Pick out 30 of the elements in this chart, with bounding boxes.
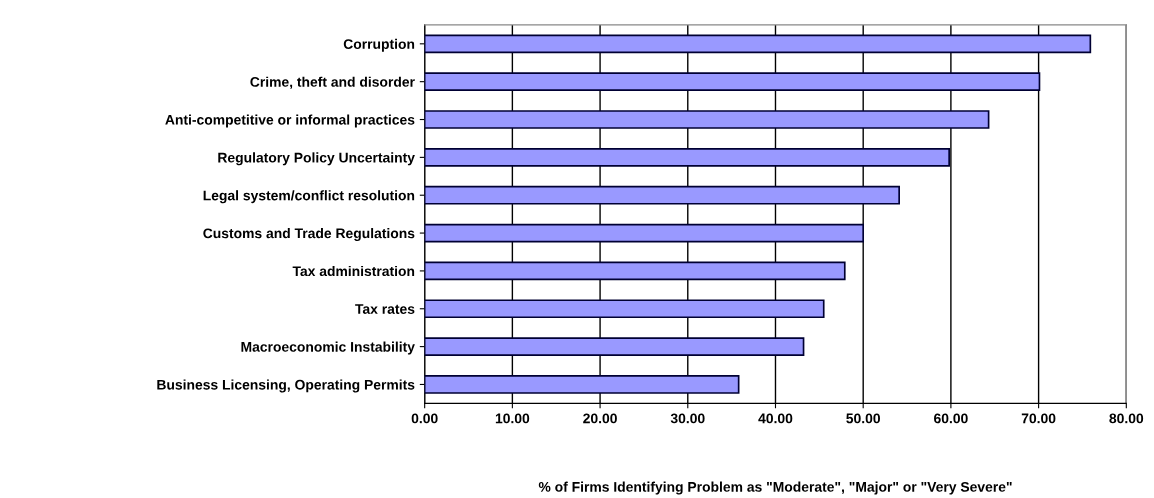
bar: [424, 72, 1041, 92]
bar: [424, 34, 1092, 54]
x-tick-label: 20.00: [583, 413, 617, 424]
x-axis-title: % of Firms Identifying Problem as "Moderate", "Major" or "Very Severe": [538, 481, 1012, 495]
y-tick-label: Regulatory Policy Uncertainty: [218, 152, 415, 166]
y-tick-label: Corruption: [343, 38, 415, 52]
y-tick-label: Business Licensing, Operating Permits: [157, 379, 415, 393]
x-tick-label: 10.00: [495, 413, 530, 424]
x-tick-label: 40.00: [758, 413, 793, 424]
x-tick-label: 60.00: [934, 413, 968, 424]
x-tick-label: 30.00: [670, 413, 705, 424]
y-tick-label: Customs and Trade Regulations: [203, 228, 415, 242]
y-tick-label: Tax administration: [292, 265, 415, 277]
bar: [424, 337, 805, 356]
bar: [424, 110, 990, 129]
bar: [424, 148, 950, 167]
bar: [424, 261, 846, 281]
bar: [424, 185, 900, 205]
bar: [424, 375, 740, 394]
y-tick-label: Tax rates: [355, 304, 415, 314]
x-tick-label: 50.00: [846, 413, 880, 424]
x-tick-label: 0.00: [411, 413, 438, 424]
y-tick-label: Anti-competitive or informal practices: [165, 114, 415, 128]
x-tick-label: 70.00: [1021, 413, 1056, 424]
y-tick-label: Legal system/conflict resolution: [203, 190, 415, 204]
x-tick-label: 80.00: [1109, 413, 1144, 424]
y-tick-label: Crime, theft and disorder: [250, 76, 415, 89]
bar: [424, 299, 825, 319]
bar: [424, 223, 865, 243]
y-tick-label: Macroeconomic Instability: [241, 341, 415, 355]
